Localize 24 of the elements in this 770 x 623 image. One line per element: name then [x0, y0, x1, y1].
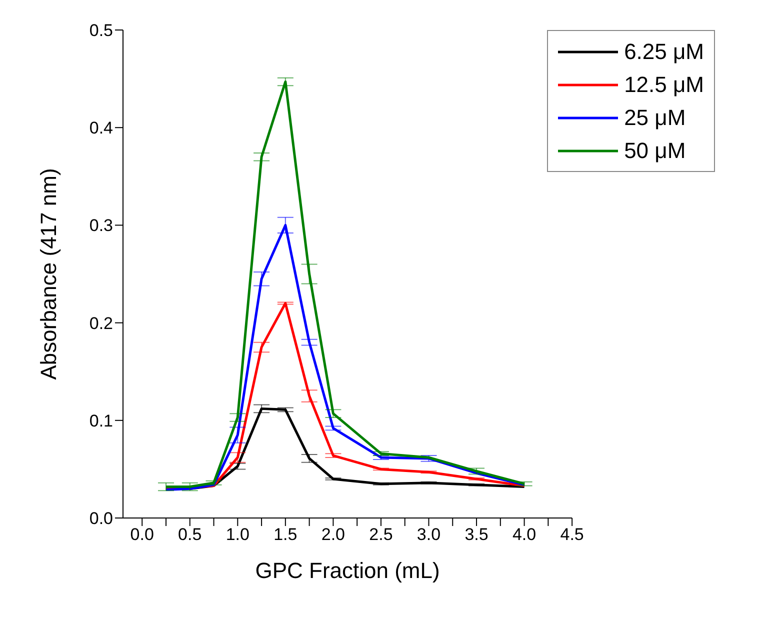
legend-label: 50 μM [624, 137, 686, 165]
y-tick-label: 0.0 [89, 509, 113, 528]
x-tick-label: 0.0 [130, 525, 154, 544]
y-tick-label: 0.4 [89, 118, 113, 138]
line-series [164, 302, 526, 490]
y-tick-label: 0.1 [89, 411, 113, 430]
x-tick-label: 2.0 [321, 525, 346, 544]
legend-label: 12.5 μM [624, 71, 704, 99]
x-tick-label: 4.0 [512, 525, 536, 544]
y-tick-label: 0.5 [89, 21, 113, 40]
y-tick-label: 0.3 [89, 216, 113, 236]
x-tick-label: 2.5 [369, 525, 393, 544]
line-series [164, 224, 526, 491]
legend-label: 25 μM [624, 104, 686, 132]
x-tick-label: 3.0 [416, 525, 441, 544]
y-axis-title: Absorbance (417 nm) [36, 168, 61, 380]
x-tick-label: 0.5 [178, 525, 202, 544]
x-axis-title: GPC Fraction (mL) [255, 558, 440, 583]
legend-label: 6.25 μM [624, 38, 704, 66]
x-tick-label: 4.5 [560, 525, 584, 544]
x-tick-label: 3.5 [464, 525, 488, 544]
x-tick-label: 1.0 [226, 525, 250, 544]
y-tick-label: 0.2 [89, 314, 113, 333]
x-tick-label: 1.5 [274, 525, 298, 544]
